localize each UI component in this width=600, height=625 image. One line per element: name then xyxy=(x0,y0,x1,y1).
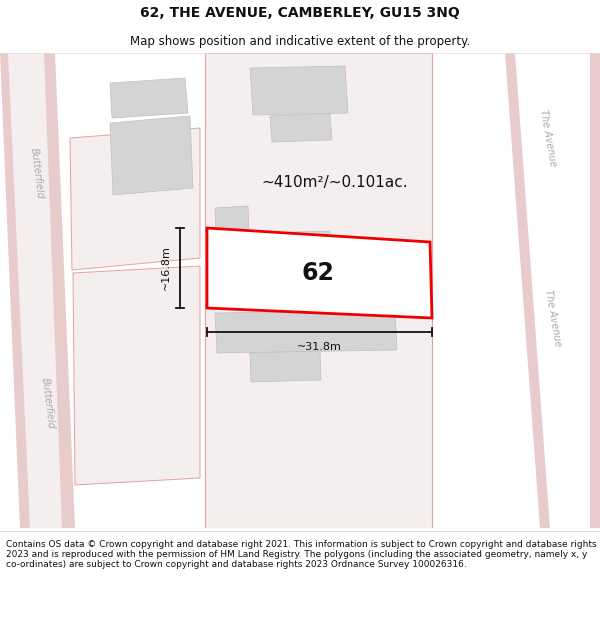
Polygon shape xyxy=(515,53,590,528)
Text: Butterfield: Butterfield xyxy=(40,377,56,429)
Polygon shape xyxy=(270,114,332,142)
Polygon shape xyxy=(8,53,62,528)
Text: The Avenue: The Avenue xyxy=(543,289,563,348)
Text: Butterfield: Butterfield xyxy=(29,147,45,199)
Text: 62, THE AVENUE, CAMBERLEY, GU15 3NQ: 62, THE AVENUE, CAMBERLEY, GU15 3NQ xyxy=(140,6,460,20)
Polygon shape xyxy=(215,206,249,234)
Polygon shape xyxy=(205,53,432,528)
Polygon shape xyxy=(110,116,193,195)
Polygon shape xyxy=(73,266,200,485)
Text: 62: 62 xyxy=(302,261,334,285)
Polygon shape xyxy=(0,53,75,528)
Text: ~31.8m: ~31.8m xyxy=(297,342,342,352)
Polygon shape xyxy=(255,231,331,275)
Polygon shape xyxy=(110,78,188,118)
Polygon shape xyxy=(505,53,600,528)
Text: ~16.8m: ~16.8m xyxy=(161,246,171,291)
Text: The Avenue: The Avenue xyxy=(538,109,558,168)
Text: Contains OS data © Crown copyright and database right 2021. This information is : Contains OS data © Crown copyright and d… xyxy=(6,539,596,569)
Polygon shape xyxy=(207,228,432,318)
Polygon shape xyxy=(70,128,200,270)
Text: Map shows position and indicative extent of the property.: Map shows position and indicative extent… xyxy=(130,35,470,48)
Polygon shape xyxy=(215,310,397,353)
Text: ~410m²/~0.101ac.: ~410m²/~0.101ac. xyxy=(262,176,409,191)
Polygon shape xyxy=(250,66,348,115)
Polygon shape xyxy=(250,351,321,382)
